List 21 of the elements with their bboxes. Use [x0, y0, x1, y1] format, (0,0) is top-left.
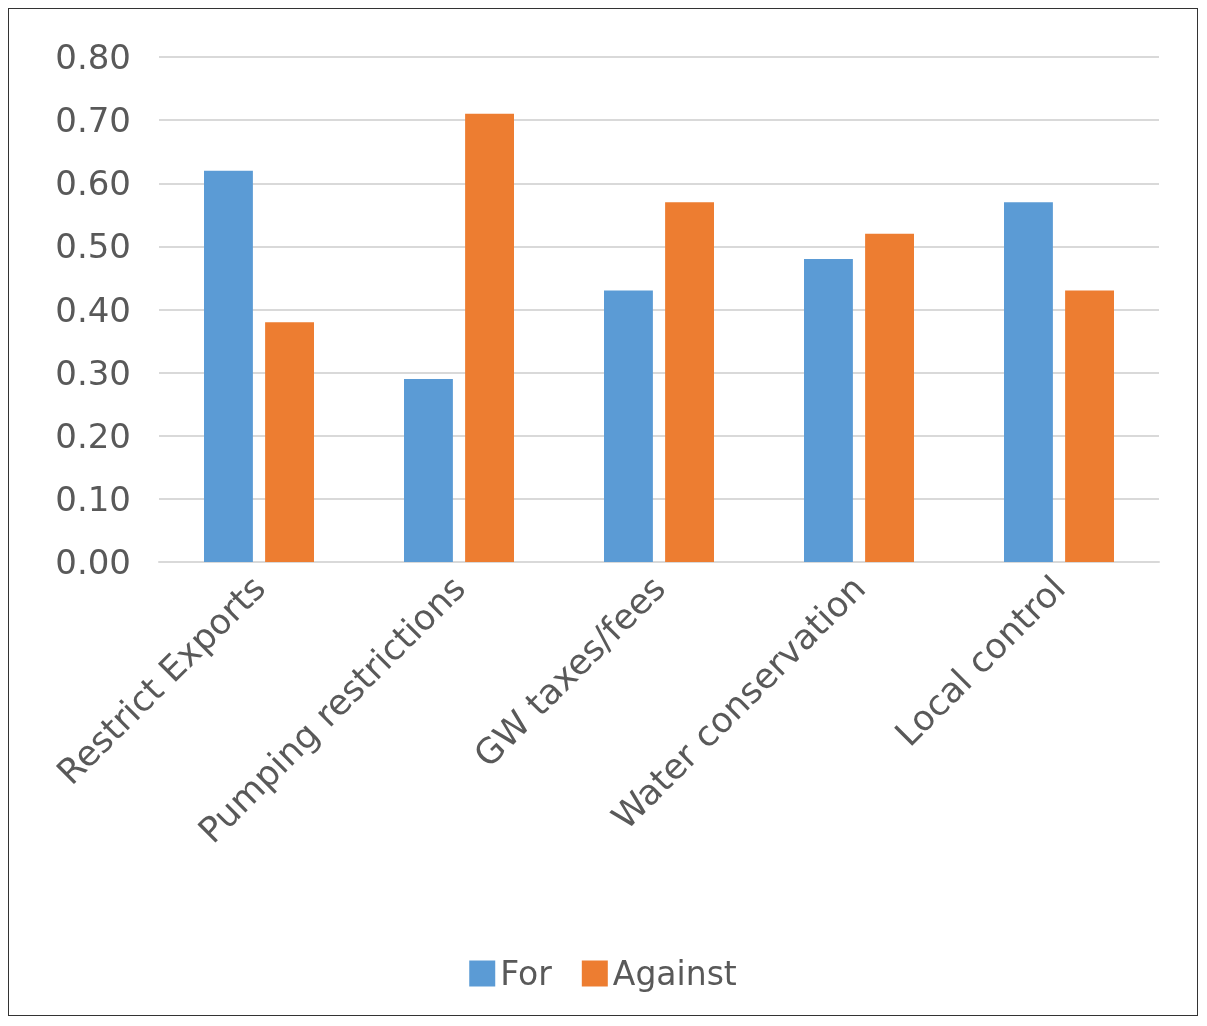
bar: [665, 202, 714, 562]
y-tick-label: 0.70: [55, 100, 131, 141]
bar: [865, 233, 914, 562]
bar: [204, 170, 253, 562]
y-tick-label: 0.60: [55, 163, 131, 204]
bar: [804, 259, 853, 562]
y-tick-label: 0.00: [55, 542, 131, 582]
y-tick-label: 0.20: [55, 415, 131, 456]
y-tick-label: 0.80: [55, 37, 131, 77]
legend-label: For: [500, 954, 553, 993]
y-tick-label: 0.50: [55, 226, 131, 267]
y-tick-label: 0.30: [55, 352, 131, 393]
bar: [1004, 202, 1053, 562]
legend-label: Against: [612, 954, 737, 993]
bar: [604, 290, 653, 562]
bar: [1065, 290, 1114, 562]
y-tick-label: 0.10: [55, 478, 131, 519]
bar: [265, 322, 314, 562]
y-tick-label: 0.40: [55, 289, 131, 330]
bar: [465, 113, 514, 562]
bar: [404, 378, 453, 562]
